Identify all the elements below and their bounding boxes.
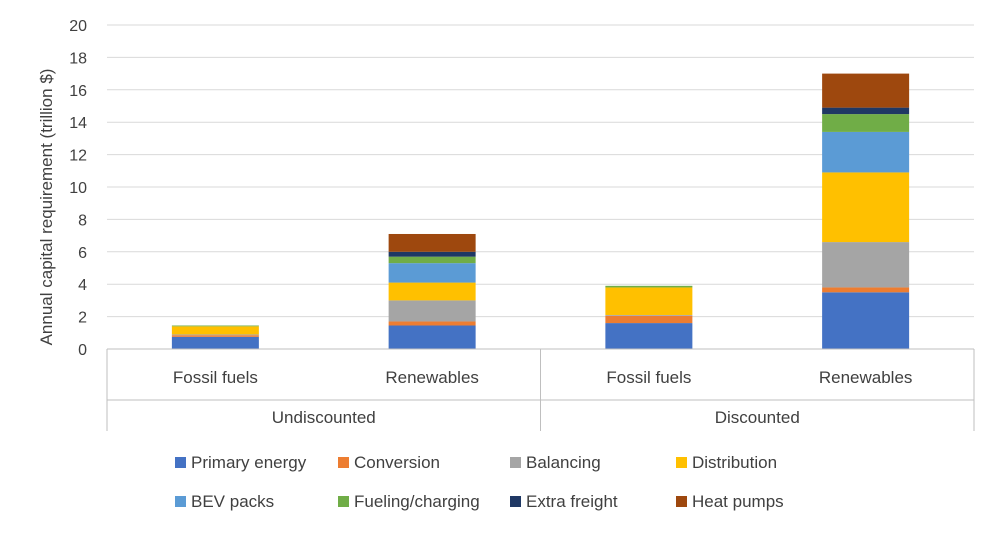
legend-swatch [175, 457, 186, 468]
y-tick-label: 8 [78, 212, 87, 229]
legend-label: Balancing [526, 453, 601, 472]
x-category-label: Renewables [819, 368, 913, 387]
y-tick-label: 14 [69, 115, 87, 132]
bar-segment [171, 334, 259, 336]
legend-label: Primary energy [191, 453, 307, 472]
bar-segment [171, 336, 259, 349]
y-tick-label: 18 [69, 50, 87, 67]
legend-swatch [510, 496, 521, 507]
bar-segment [388, 263, 476, 283]
bar-segment [388, 251, 476, 257]
x-group-label: Discounted [715, 408, 800, 427]
bar-segment [388, 321, 476, 326]
bar-segment [822, 292, 910, 349]
x-category-label: Renewables [385, 368, 479, 387]
legend-label: Distribution [692, 453, 777, 472]
x-category-label: Fossil fuels [606, 368, 691, 387]
bar-segment [822, 73, 910, 108]
legend-swatch [175, 496, 186, 507]
bar-segment [171, 326, 259, 335]
legend-swatch [338, 496, 349, 507]
bar-segment [822, 114, 910, 132]
bar-segment [605, 287, 693, 315]
bar-segment [388, 282, 476, 301]
x-group-label: Undiscounted [272, 408, 376, 427]
y-tick-label: 10 [69, 180, 87, 197]
y-tick-label: 16 [69, 83, 87, 100]
legend-label: Heat pumps [692, 492, 784, 511]
bar-segment [822, 107, 910, 115]
legend-label: BEV packs [191, 492, 274, 511]
bar-segment [388, 300, 476, 322]
bar-segment [822, 287, 910, 293]
legend-swatch [338, 457, 349, 468]
bars [171, 73, 910, 349]
bar-segment [388, 325, 476, 349]
bar-segment [171, 325, 259, 327]
gridlines [107, 24, 974, 350]
bar-segment [388, 233, 476, 252]
bar-segment [605, 285, 693, 288]
x-category-label: Fossil fuels [173, 368, 258, 387]
bar-segment [605, 315, 693, 324]
legend: Primary energy Conversion Balancing Distrib… [175, 453, 784, 511]
bar-segment [171, 335, 259, 337]
bar-segment [605, 314, 693, 316]
legend-label: Fueling/charging [354, 492, 480, 511]
axes: 0 2 4 6 8 10 12 14 16 18 20 Fossil fuels Renewables F… [69, 18, 975, 431]
legend-label: Extra freight [526, 492, 618, 511]
y-axis-title: Annual capital requirement (trillion $) [37, 69, 56, 346]
legend-swatch [676, 496, 687, 507]
legend-swatch [676, 457, 687, 468]
y-tick-label: 20 [69, 18, 87, 35]
bar-segment [822, 131, 910, 173]
legend-label: Conversion [354, 453, 440, 472]
bar-segment [388, 256, 476, 264]
y-tick-label: 12 [69, 148, 87, 165]
y-tick-label: 2 [78, 310, 87, 327]
legend-swatch [510, 457, 521, 468]
bar-segment [822, 242, 910, 288]
y-tick-label: 0 [78, 342, 87, 359]
bar-segment [822, 172, 910, 243]
bar-segment [605, 323, 693, 349]
y-tick-label: 6 [78, 245, 87, 262]
y-tick-label: 4 [78, 277, 87, 294]
